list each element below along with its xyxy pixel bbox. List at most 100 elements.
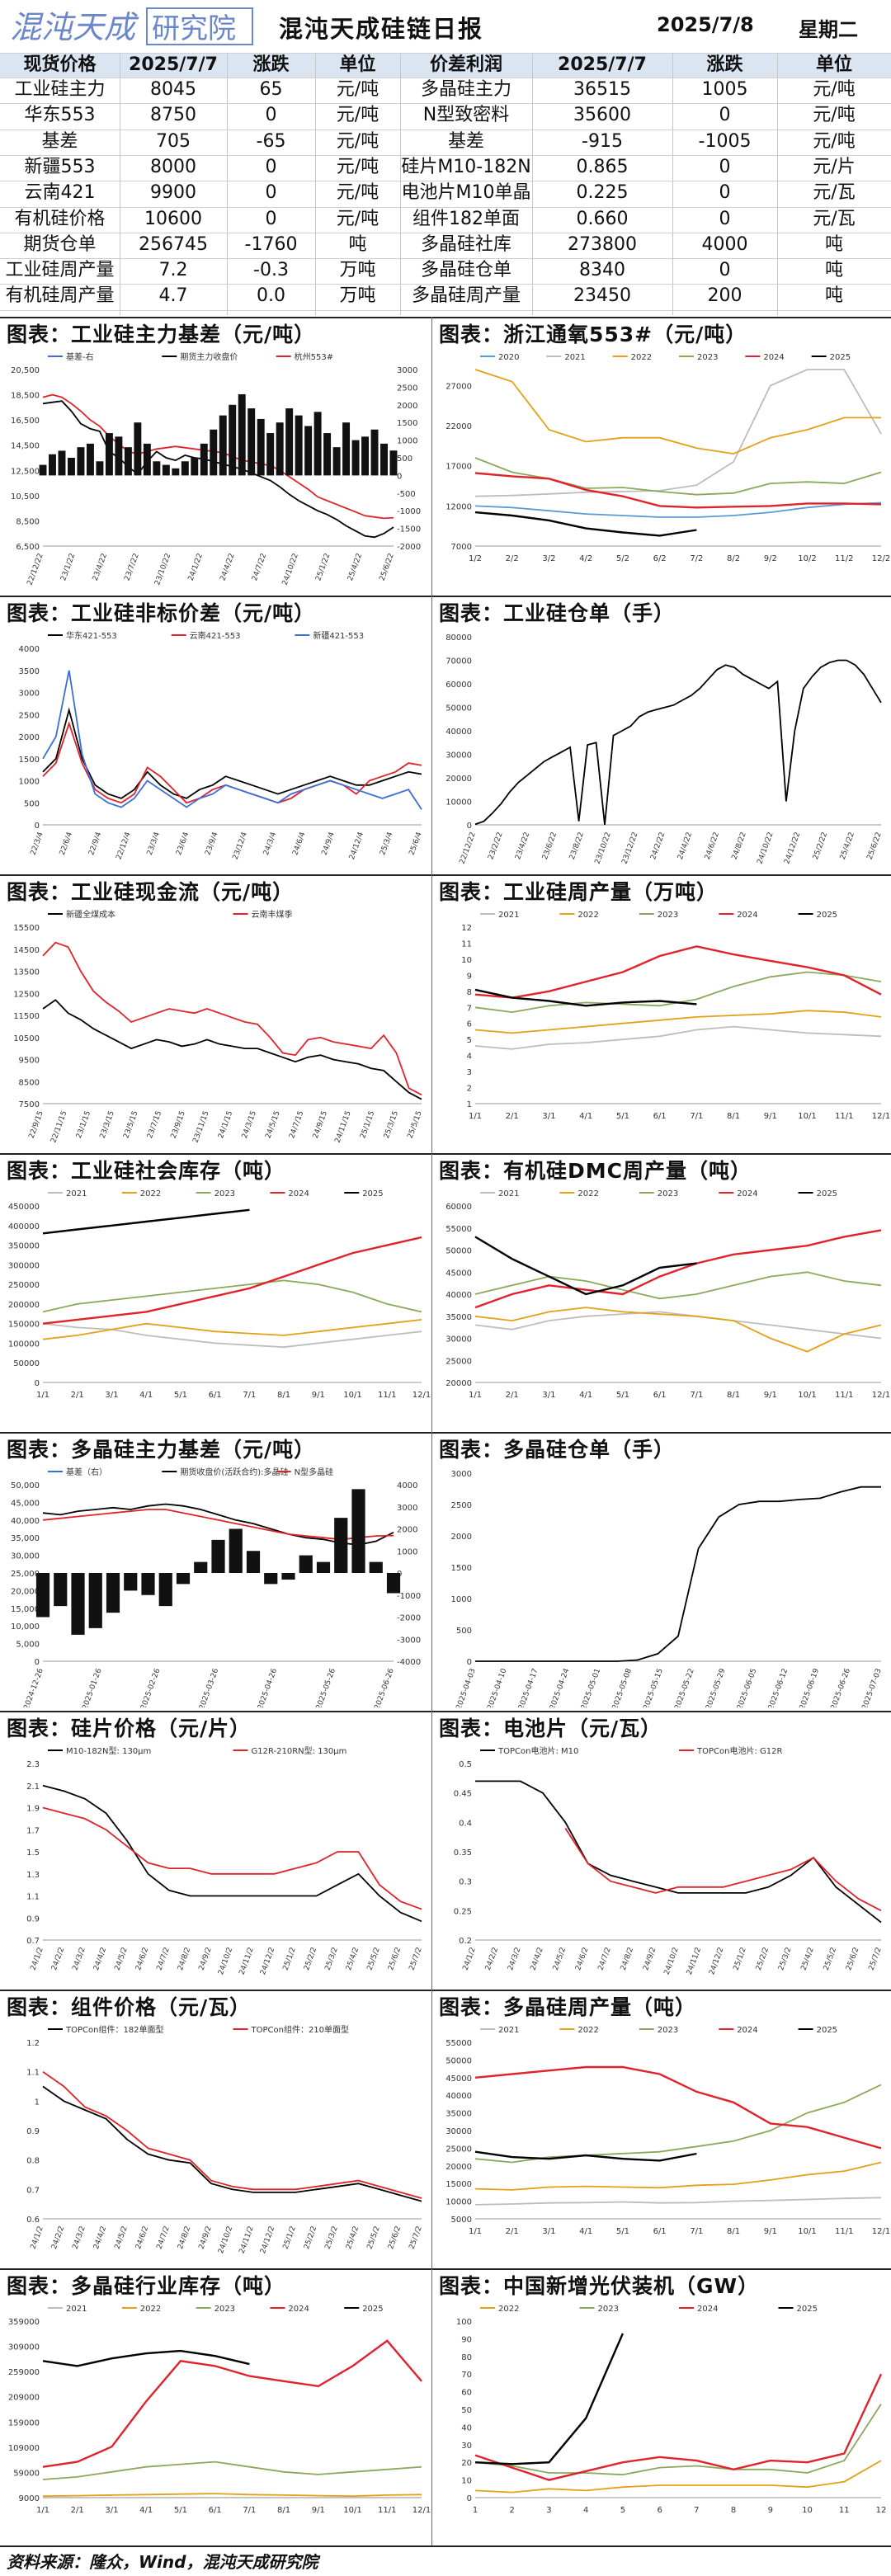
y-tick-label: 9000 [19,2494,40,2503]
x-tick-label: 25/6/4 [408,831,424,856]
y-tick-label: 50000 [13,1359,40,1368]
table-cell: 期货仓单 [23,233,97,255]
y-tick-label: 9 [467,972,472,981]
x-tick-label: 22/12/4 [115,831,132,860]
y-tick-label: 6,500 [16,543,40,552]
x-tick-label: 24/3/4 [262,831,278,856]
chart-panel-c15: 图表：多晶硅行业库存（吨） 2021 2022 2023 2024 2025 9000 590… [0,2268,431,2547]
y-tick-label: 2.1 [26,1782,40,1792]
x-tick-label: 22/11/15 [50,1110,68,1144]
table-rule [0,53,891,54]
table-cell: 8000 [150,156,196,177]
y-tick-label: 59000 [13,2469,40,2478]
data-bar [386,1573,401,1594]
y-tick-label: 10 [461,2477,472,2486]
table-row: 有机硅周产量 4.7 0.0 万吨 多晶硅周产量 23450 200 吨 [0,284,891,308]
data-bar [172,468,180,476]
data-bar [105,433,113,476]
report-date: 2025/7/8 [657,13,754,36]
x-tick-label: 24/10/22 [281,553,300,586]
y-tick-label: 1.1 [26,2069,40,2078]
y-tick-label: 500 [24,799,40,808]
table-cell: 硅片M10-182N [401,156,531,177]
legend-label: 2022 [578,911,598,920]
table-cell: 有机硅价格 [14,208,106,229]
y-tick-label: 0.4 [459,1819,472,1828]
x-tick-label: 25/2/22 [812,831,829,861]
x-tick-label: 4/1 [579,1391,592,1400]
legend-label: 2024 [737,911,757,920]
x-tick-label: 25/2/2 [755,1947,771,1972]
y-tick-label: 50000 [446,1247,472,1256]
x-tick-label: 4 [583,2506,588,2515]
y-tick-label: 1000 [19,778,40,787]
x-tick-label: 5/1 [174,2506,187,2515]
x-tick-label: 22/9/4 [87,831,103,856]
section-separator [0,596,891,597]
data-bar [96,461,104,476]
table-cell: 万吨 [339,260,376,281]
x-tick-label: 2025-06-26 [830,1667,852,1707]
table-cell: 新疆553 [24,156,96,177]
x-tick-label: 6/1 [209,1391,222,1400]
x-tick-label: 1/1 [469,2227,482,2236]
x-tick-label: 3 [546,2506,551,2515]
y-tick-label: 4000 [19,645,40,654]
legend-label: 2022 [140,1189,161,1199]
data-bar [351,440,360,476]
chart-svg: TOPCon电池片: M10 TOPCon电池片: G12R 0.2 0.25 0.3 0… [454,1745,884,1976]
y-tick-label: 9500 [19,1057,40,1066]
data-bar [35,1573,50,1618]
legend-label: 2022 [631,353,652,362]
x-tick-label: 24/12/4 [348,831,365,860]
y-tick-label: 18,500 [11,392,40,401]
y-tick-label: 40000 [446,1291,472,1300]
data-bar [380,443,388,476]
x-tick-label: 24/6/2 [574,1947,590,1972]
series-line-2021 [42,1322,422,1349]
x-tick-label: 25/1/22 [314,553,332,582]
data-bar [264,1573,278,1585]
y-tick-label: 55000 [446,2039,472,2048]
series-line-2023 [474,2404,882,2476]
x-tick-label: 24/9/15 [312,1110,329,1140]
y-tick-label: 3 [467,1068,472,1077]
x-tick-label: 3/1 [105,2506,118,2515]
company-logo: 混沌天成 研究院 [7,5,254,48]
chart-svg: M10-182N型: 130μm G12R-210RN型: 130μm 0.7 0.9… [26,1745,424,1976]
x-tick-label: 25/6/2 [387,1947,403,1972]
data-bar [389,450,398,476]
y-tick-label: 100 [456,2318,472,2327]
x-tick-label: 25/4/2 [345,2225,361,2251]
x-tick-label: 1/2 [469,554,482,563]
series-line-2024 [42,1236,422,1325]
y-tick-label: 0.8 [26,2157,40,2166]
data-bar [54,1573,68,1607]
y-tick-label: 2.3 [26,1760,40,1769]
table-cell: 元/吨 [336,182,380,204]
table-cell: -1760 [244,233,298,255]
x-tick-label: 11/1 [835,1391,853,1400]
x-tick-label: 23/5/15 [122,1110,139,1140]
y-tick-label: 20000 [446,1379,472,1388]
legend-label: 2024 [737,2026,757,2035]
x-tick-label: 23/10/22 [594,831,613,865]
table-header-cell: 2025/7/7 [129,54,218,75]
table-row: 工业硅主力 8045 65 元/吨 多晶硅主力 36515 1005 元/吨 [0,78,891,102]
x-tick-label: 2025-05-29 [705,1667,727,1707]
chart-svg: TOPCon组件：182单面型 TOPCon组件：210单面型 0.6 0.7 0.8 0… [26,2024,424,2255]
x-tick-label: 23/7/15 [146,1110,163,1140]
legend-label: 2025 [817,1189,837,1199]
x-tick-label: 2/1 [506,1391,519,1400]
table-cell: 273800 [568,233,637,255]
y-tick-label: 0 [35,1658,40,1667]
series-line-2024 [474,472,882,509]
data-bar [143,443,151,476]
x-tick-label: 25/4/2 [800,1947,816,1972]
y-tick-label: 30000 [446,751,472,761]
table-cell: 8750 [150,105,196,126]
y-right-tick-label: -500 [397,490,416,499]
chart-panel-c6: 图表：工业硅周产量（万吨） 2021 2022 2023 2024 2025 1 2 3 4 5 6 7… [432,874,891,1153]
y-tick-label: 250000 [8,1281,40,1290]
x-tick-label: 25/6/2 [387,2225,403,2251]
